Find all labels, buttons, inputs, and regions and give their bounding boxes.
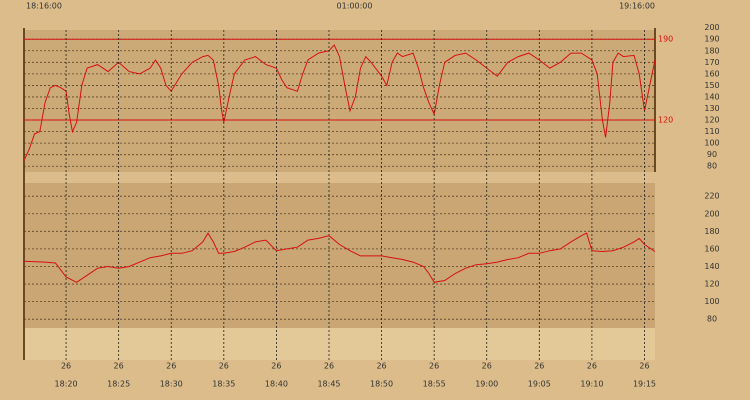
y-tick-label: 180 — [704, 227, 719, 236]
y-tick-label: 220 — [704, 192, 719, 201]
x-tick-label: 18:55 — [423, 380, 446, 389]
y-tick-label: 80 — [707, 315, 717, 324]
reference-label: 120 — [658, 116, 673, 125]
y-tick-label: 80 — [707, 162, 717, 171]
x-tick-day: 26 — [219, 362, 229, 371]
y-tick-label: 200 — [704, 209, 719, 218]
y-tick-label: 140 — [704, 262, 719, 271]
x-tick-label: 19:05 — [528, 380, 551, 389]
x-tick-label: 18:40 — [265, 380, 288, 389]
x-tick-day: 26 — [587, 362, 597, 371]
bottom-band — [24, 328, 655, 360]
reference-label: 190 — [658, 35, 673, 44]
y-tick-label: 100 — [704, 139, 719, 148]
y-tick-label: 110 — [704, 127, 719, 136]
y-tick-label: 180 — [704, 46, 719, 55]
bottom-panel — [24, 183, 655, 328]
y-tick-label: 120 — [704, 280, 719, 289]
header-label: 19:16:00 — [619, 2, 655, 11]
y-tick-label: 100 — [704, 297, 719, 306]
x-tick-day: 26 — [639, 362, 649, 371]
y-tick-label: 120 — [704, 116, 719, 125]
x-tick-day: 26 — [166, 362, 176, 371]
header-label: 01:00:00 — [337, 2, 373, 11]
y-tick-label: 90 — [707, 150, 717, 159]
x-tick-day: 26 — [324, 362, 334, 371]
y-tick-label: 130 — [704, 104, 719, 113]
x-tick-label: 19:00 — [475, 380, 498, 389]
y-tick-label: 140 — [704, 92, 719, 101]
line-series — [23, 44, 656, 161]
x-tick-label: 18:30 — [160, 380, 183, 389]
header-label: 18:16:00 — [26, 2, 62, 11]
top-panel — [24, 30, 655, 172]
y-tick-label: 160 — [704, 69, 719, 78]
x-tick-day: 26 — [271, 362, 281, 371]
x-tick-label: 19:15 — [633, 380, 656, 389]
x-tick-day: 26 — [482, 362, 492, 371]
x-tick-label: 18:50 — [370, 380, 393, 389]
line-series — [23, 232, 656, 283]
x-tick-label: 18:20 — [55, 380, 78, 389]
x-tick-label: 19:10 — [580, 380, 603, 389]
x-tick-day: 26 — [376, 362, 386, 371]
x-tick-day: 26 — [534, 362, 544, 371]
x-tick-day: 26 — [429, 362, 439, 371]
x-tick-day: 26 — [114, 362, 124, 371]
x-tick-day: 26 — [61, 362, 71, 371]
y-tick-label: 190 — [704, 35, 719, 44]
y-tick-label: 200 — [704, 23, 719, 32]
y-tick-label: 160 — [704, 244, 719, 253]
x-tick-label: 18:35 — [212, 380, 235, 389]
x-tick-label: 18:45 — [317, 380, 340, 389]
x-tick-label: 18:25 — [107, 380, 130, 389]
y-tick-label: 170 — [704, 58, 719, 67]
y-tick-label: 150 — [704, 81, 719, 90]
